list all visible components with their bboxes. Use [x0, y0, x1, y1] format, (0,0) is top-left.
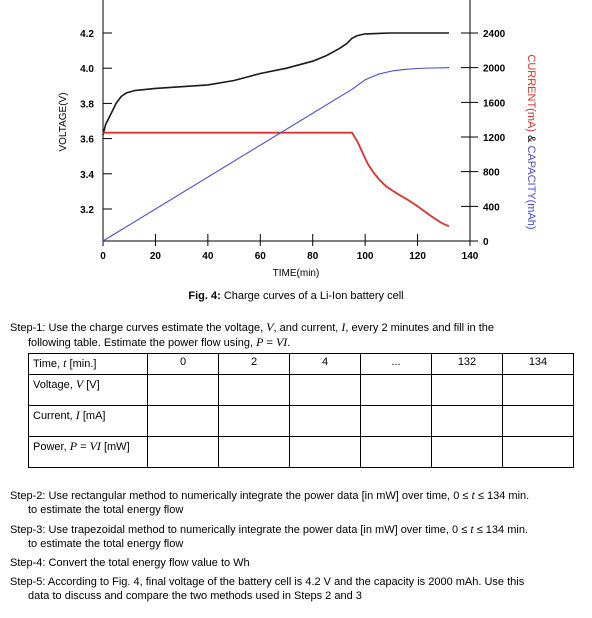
left-tick-label: 3.4 [80, 170, 94, 181]
right-tick-label: 1200 [483, 133, 506, 144]
table-header-cell: 132 [431, 353, 503, 375]
table-header-row: Time, t [min.] 0 2 4 ... 132 134 [28, 353, 574, 375]
table-row: Power, P = VI [mW] [28, 436, 574, 468]
right-tick-label: 400 [483, 202, 500, 213]
step-5: Step-5: According to Fig. 4, final volta… [10, 575, 590, 603]
figure-caption-label: Fig. 4: [188, 290, 221, 302]
right-tick-label: 2400 [483, 29, 506, 40]
table-cell-input[interactable] [218, 374, 290, 406]
table-cell-input[interactable] [431, 436, 503, 468]
right-axis-label: CURRENT(mA) & CAPACITY(mAh) [525, 54, 537, 229]
table-header-cell: 0 [147, 353, 219, 375]
right-axis-label-current: CURRENT(mA) [525, 54, 537, 132]
table-cell-input[interactable] [147, 374, 219, 406]
x-axis-ticks: 0 20 40 60 80 100 120 140 [100, 234, 479, 262]
figure-caption: Fig. 4: Charge curves of a Li-Ion batter… [0, 290, 592, 302]
table-header-cell: 2 [218, 353, 290, 375]
step-line: Step-2: Use rectangular method to numeri… [10, 488, 530, 502]
step-line: to estimate the total energy flow [28, 504, 184, 516]
right-tick-label: 800 [483, 168, 500, 179]
right-tick-label: 0 [483, 237, 489, 248]
x-tick-label: 100 [357, 251, 374, 262]
table-cell-input[interactable] [218, 405, 290, 437]
right-tick-label: 1600 [483, 98, 506, 109]
table-cell-input[interactable] [218, 436, 290, 468]
step-line: Step-3: Use trapezoidal method to numeri… [10, 522, 528, 536]
x-tick-label: 140 [462, 251, 479, 262]
x-tick-label: 40 [202, 251, 214, 262]
table-cell-input[interactable] [147, 436, 219, 468]
x-tick-label: 60 [255, 251, 267, 262]
table-cell-input[interactable] [147, 405, 219, 437]
table-row-label: Power, P = VI [mW] [28, 436, 148, 468]
table-cell-input[interactable] [289, 374, 361, 406]
right-axis-label-amp: & [525, 132, 537, 145]
current-curve [103, 131, 450, 228]
table-cell-input[interactable] [360, 374, 432, 406]
table-row: Voltage, V [V] [28, 374, 574, 406]
right-tick-label: 2000 [483, 64, 506, 75]
table-row: Current, I [mA] [28, 405, 574, 437]
table-row-label: Current, I [mA] [28, 405, 148, 437]
table-cell-input[interactable] [431, 405, 503, 437]
table-cell-input[interactable] [289, 436, 361, 468]
x-axis-label: TIME(min) [273, 268, 320, 279]
table-cell-input[interactable] [289, 405, 361, 437]
table-cell-input[interactable] [431, 374, 503, 406]
step-1-line-2: following table. Estimate the power flow… [28, 335, 291, 349]
x-tick-label: 80 [307, 251, 319, 262]
left-axis-label: VOLTAGE(V) [58, 92, 69, 151]
step-1-instructions: Step-1: Use the charge curves estimate t… [10, 320, 585, 350]
figure-caption-text: Charge curves of a Li-Ion battery cell [220, 290, 404, 302]
capacity-curve [102, 67, 450, 242]
left-tick-label: 3.6 [80, 135, 94, 146]
table-row-label: Voltage, V [V] [28, 374, 148, 406]
right-axis-ticks: 0 400 800 1200 1600 2000 2400 [461, 29, 506, 248]
step-4: Step-4: Convert the total energy flow va… [10, 556, 590, 570]
steps-list: Step-2: Use rectangular method to numeri… [10, 488, 590, 608]
left-tick-label: 4.2 [80, 29, 94, 40]
right-axis-label-capacity: CAPACITY(mAh) [525, 145, 537, 229]
table-cell-input[interactable] [360, 405, 432, 437]
x-tick-label: 120 [409, 251, 426, 262]
table-cell-input[interactable] [502, 374, 574, 406]
left-tick-label: 3.2 [80, 205, 94, 216]
charge-curves-chart: 0 20 40 60 80 100 120 140 3.2 3.4 3.6 3.8 4.0 4.2 0 4… [58, 0, 537, 279]
data-table: Time, t [min.] 0 2 4 ... 132 134 Voltage… [28, 353, 574, 468]
step-2: Step-2: Use rectangular method to numeri… [10, 488, 590, 517]
series-group [102, 32, 450, 242]
step-line: to estimate the total energy flow [28, 538, 184, 550]
voltage-curve [102, 32, 449, 136]
x-tick-label: 20 [150, 251, 162, 262]
table-header-cell: 4 [289, 353, 361, 375]
step-line: Step-4: Convert the total energy flow va… [10, 557, 250, 569]
table-header-cell: ... [360, 353, 432, 375]
table-header-time: Time, t [min.] [28, 353, 148, 375]
step-3: Step-3: Use trapezoidal method to numeri… [10, 522, 590, 551]
table-header-cell: 134 [502, 353, 574, 375]
left-axis-ticks: 3.2 3.4 3.6 3.8 4.0 4.2 [80, 29, 112, 216]
step-line: data to discuss and compare the two meth… [28, 590, 362, 602]
table-cell-input[interactable] [360, 436, 432, 468]
step-line: Step-5: According to Fig. 4, final volta… [10, 576, 525, 588]
step-1-line-1: Step-1: Use the charge curves estimate t… [10, 320, 494, 334]
left-tick-label: 4.0 [80, 64, 94, 75]
table-cell-input[interactable] [502, 405, 574, 437]
table-cell-input[interactable] [502, 436, 574, 468]
x-tick-label: 0 [100, 251, 106, 262]
plot-frame [102, 0, 471, 242]
left-tick-label: 3.8 [80, 99, 94, 110]
